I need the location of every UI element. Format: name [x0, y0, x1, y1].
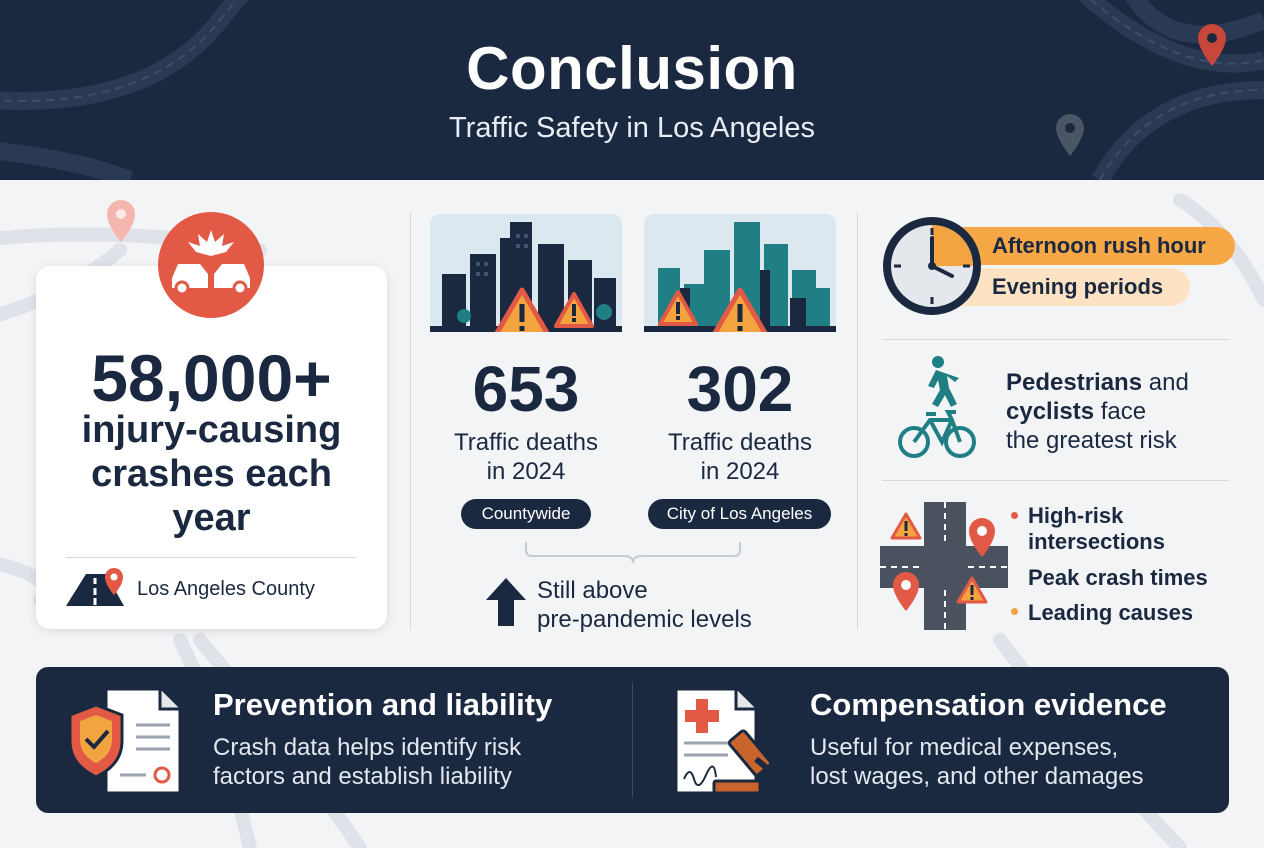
factor-item-intersections: High-risk intersections: [1028, 503, 1165, 554]
compensation-text: Useful for medical expenses, lost wages,…: [810, 734, 1144, 790]
warning-icon: [554, 292, 594, 328]
section-divider: [857, 212, 858, 630]
crashes-number: 58,000+: [91, 341, 332, 415]
vulnerable-text: Pedestrians and cyclists face the greate…: [1006, 369, 1189, 454]
map-pin-icon: [107, 200, 135, 242]
prevention-text: Crash data helps identify risk factors a…: [213, 734, 522, 790]
countywide-deaths-label: Traffic deaths in 2024: [453, 429, 599, 485]
city-deaths-label: Traffic deaths in 2024: [667, 429, 813, 485]
warning-icon: [712, 287, 768, 332]
warning-icon: [890, 512, 922, 540]
skyline-countywide-image: [430, 214, 622, 332]
card-divider: [66, 557, 357, 558]
gavel-icon: [712, 729, 794, 795]
bullet-dot: [1011, 608, 1018, 615]
compensation-title: Compensation evidence: [810, 687, 1167, 722]
shield-document-icon: [68, 687, 182, 795]
city-badge: City of Los Angeles: [648, 499, 831, 529]
crashes-card: 58,000+ injury-causing crashes each year…: [36, 266, 387, 629]
countywide-badge: Countywide: [461, 499, 591, 529]
page-subtitle: Traffic Safety in Los Angeles: [449, 112, 815, 144]
warning-icon: [658, 290, 698, 326]
city-deaths-number: 302: [686, 353, 794, 425]
intersection-icon: [880, 502, 1008, 630]
header-road-pattern: [0, 0, 1264, 180]
arrow-up-icon: [486, 578, 526, 626]
warning-icon: [956, 576, 988, 604]
road-pin-icon: [66, 568, 124, 606]
crashes-description: injury-causing crashes each year: [81, 409, 342, 539]
skyline-city-image: [644, 214, 836, 332]
car-crash-icon: [158, 212, 264, 318]
section-divider: [882, 339, 1229, 340]
banner-divider: [632, 683, 633, 797]
medical-record-gavel-icon: [674, 687, 794, 795]
crashes-location: Los Angeles County: [137, 578, 315, 600]
bottom-banner: Prevention and liability Crash data help…: [36, 667, 1229, 813]
map-pin-icon: [1198, 24, 1226, 66]
clock-icon: [883, 217, 981, 315]
factor-item-causes: Leading causes: [1028, 600, 1194, 625]
bullet-dot: [1011, 512, 1018, 519]
bicycle-icon: [898, 410, 976, 458]
trend-text: Still above pre-pandemic levels: [537, 577, 752, 633]
section-divider: [882, 480, 1229, 481]
prevention-title: Prevention and liability: [213, 687, 553, 722]
map-pin-icon: [1056, 114, 1084, 156]
page-title: Conclusion: [466, 35, 798, 102]
bracket-connector: [525, 542, 741, 564]
map-pin-icon: [893, 572, 919, 611]
countywide-deaths-number: 653: [472, 353, 580, 425]
pedestrian-cyclist-icon: [898, 356, 976, 458]
time-item-afternoon: Afternoon rush hour: [930, 227, 1235, 265]
section-divider: [410, 212, 411, 630]
warning-icon: [494, 287, 550, 332]
factor-item-peak-times: Peak crash times: [1028, 565, 1208, 590]
map-pin-icon: [969, 518, 995, 557]
pedestrian-icon: [928, 356, 959, 407]
header-banner: Conclusion Traffic Safety in Los Angeles: [0, 0, 1264, 180]
